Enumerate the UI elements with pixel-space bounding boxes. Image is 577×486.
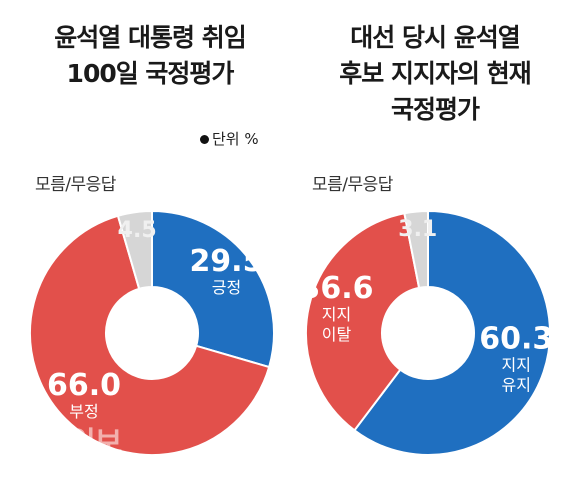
- donut-right-value-0: 60.3: [479, 322, 553, 357]
- unit-label: 단위 %: [212, 130, 259, 148]
- donut-left-label-0-0: 긍정: [212, 278, 241, 297]
- source-watermark: 한국일보: [15, 426, 122, 461]
- donut-right-value-2: 3.1: [398, 217, 437, 242]
- chart-title-left-line1: 윤석열 대통령 취임: [54, 23, 246, 52]
- chart-title-left: 윤석열 대통령 취임 100일 국정평가: [15, 20, 285, 92]
- chart-title-right-line1: 대선 당시 윤석열: [350, 23, 520, 52]
- donut-right-slice-0: [353, 209, 551, 456]
- donut-left-value-2: 4.5: [118, 218, 157, 243]
- unknown-label-right: 모름/무응답: [312, 175, 393, 195]
- donut-right-label-0-0: 지지: [502, 356, 531, 375]
- bullet-dot-icon: [200, 135, 209, 144]
- chart-title-right: 대선 당시 윤석열 후보 지지자의 현재 국정평가: [300, 20, 570, 128]
- donut-left-slice-2: [116, 209, 153, 291]
- donut-right-slice-1: [305, 212, 421, 432]
- donut-right-label-0-1: 유지: [502, 376, 531, 395]
- chart-title-left-line2: 100일 국정평가: [66, 59, 235, 88]
- donut-left-value-0: 29.5: [189, 244, 263, 279]
- chart-title-right-line2: 후보 지지자의 현재: [339, 59, 531, 88]
- donut-right-value-1: 36.6: [299, 271, 373, 306]
- donut-right-slice-2: [403, 209, 429, 290]
- donut-left-slice-1: [29, 214, 271, 456]
- donut-right-label-1-1: 이탈: [322, 325, 352, 344]
- donut-left-label-1-0: 부정: [69, 402, 98, 421]
- unit-note: 단위 %: [200, 128, 259, 149]
- donut-left-value-1: 66.0: [47, 368, 121, 403]
- donut-right-label-1-0: 지지: [322, 305, 351, 324]
- unknown-label-left: 모름/무응답: [35, 175, 116, 195]
- donut-left-slice-0: [151, 209, 275, 369]
- chart-title-right-line3: 국정평가: [390, 95, 480, 124]
